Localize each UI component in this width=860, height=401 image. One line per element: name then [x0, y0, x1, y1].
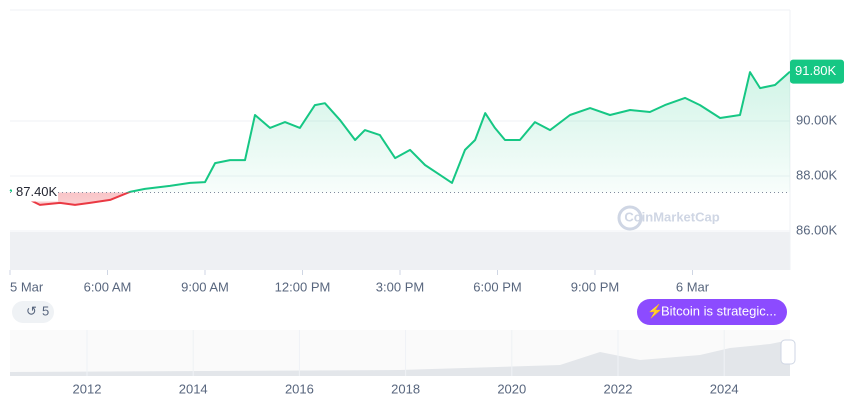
x-tick-label: 6 Mar — [676, 279, 710, 294]
volume-band — [10, 232, 790, 270]
news-text: Bitcoin is strategic... — [661, 303, 777, 318]
overview-year: 2022 — [604, 381, 633, 396]
y-tick-label: 86.00K — [796, 222, 838, 237]
y-tick-label: 88.00K — [796, 167, 838, 182]
x-tick-label: 3:00 PM — [376, 279, 424, 294]
x-tick-label: 6:00 AM — [84, 279, 132, 294]
overview-handle[interactable] — [780, 339, 796, 365]
price-line — [9, 70, 791, 206]
badge-count: 5 — [42, 303, 49, 318]
news-pill[interactable] — [637, 299, 787, 325]
history-icon: ↺ — [26, 303, 37, 318]
x-tick-label: 6:00 PM — [473, 279, 521, 294]
last-price-tag — [790, 59, 844, 84]
overview-year: 2018 — [391, 381, 420, 396]
baseline-label-bg — [12, 183, 58, 202]
overview-year: 2016 — [285, 381, 314, 396]
news-icon: ⚡ — [647, 303, 663, 319]
history-badge[interactable] — [12, 301, 54, 323]
overview-area — [10, 340, 790, 376]
overview-year: 2024 — [710, 381, 739, 396]
last-price-label: 91.80K — [795, 63, 837, 78]
overview-year: 2012 — [73, 381, 102, 396]
x-tick-label: 5 Mar — [10, 279, 44, 294]
watermark: CoinMarketCap — [624, 209, 719, 224]
baseline-label: 87.40K — [16, 184, 58, 199]
price-area — [10, 71, 790, 205]
x-tick-label: 12:00 PM — [275, 279, 331, 294]
x-tick-label: 9:00 PM — [571, 279, 619, 294]
watermark-logo — [617, 205, 643, 231]
overview-year: 2020 — [497, 381, 526, 396]
overview-year: 2014 — [179, 381, 208, 396]
x-tick-label: 9:00 AM — [181, 279, 229, 294]
y-tick-label: 90.00K — [796, 112, 838, 127]
